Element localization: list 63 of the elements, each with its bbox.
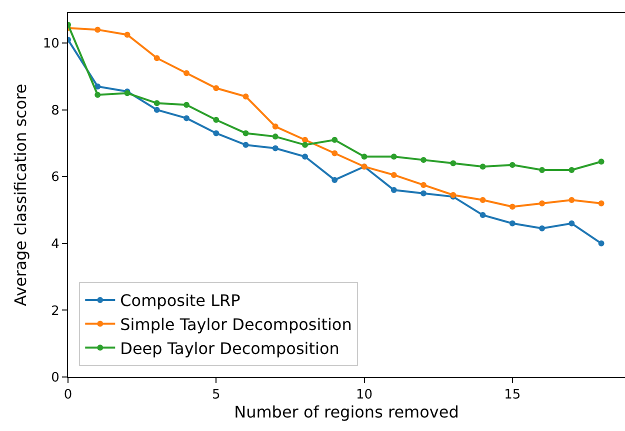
legend-label: Composite LRP — [120, 291, 241, 310]
point — [272, 145, 278, 152]
point — [390, 154, 397, 160]
point — [184, 115, 190, 122]
point — [302, 142, 308, 148]
point — [539, 200, 546, 206]
point — [272, 134, 278, 140]
point — [568, 197, 575, 204]
point — [509, 162, 516, 168]
y-tick-label: 4 — [51, 236, 60, 252]
point — [390, 186, 397, 193]
point — [184, 102, 190, 108]
point — [124, 32, 130, 38]
point — [598, 158, 604, 165]
y-tick-label: 6 — [51, 170, 60, 186]
point — [154, 55, 160, 62]
point — [242, 130, 249, 136]
point — [154, 106, 160, 113]
point — [509, 220, 516, 226]
point — [480, 212, 486, 218]
point — [390, 172, 397, 178]
x-tick-label: 5 — [212, 388, 220, 403]
point — [184, 70, 190, 76]
x-tick-label: 10 — [356, 388, 373, 403]
point — [213, 85, 220, 92]
point — [332, 136, 338, 143]
point — [420, 182, 427, 188]
point — [332, 176, 338, 183]
point — [94, 92, 101, 98]
x-tick-label: 15 — [504, 388, 521, 403]
x-tick-label: 0 — [64, 388, 72, 403]
point — [213, 116, 220, 123]
point — [450, 160, 456, 166]
point — [539, 166, 546, 173]
point — [539, 225, 546, 232]
x-axis-title: Number of regions removed — [234, 402, 459, 422]
y-tick-label: 10 — [42, 36, 60, 52]
point — [509, 204, 516, 210]
point — [332, 150, 338, 156]
point — [361, 154, 368, 160]
legend-label: Deep Taylor Decomposition — [120, 338, 340, 358]
y-tick-label: 2 — [51, 304, 60, 319]
point — [242, 93, 249, 100]
point — [420, 156, 427, 163]
point — [598, 200, 604, 206]
point — [272, 124, 278, 130]
point — [213, 130, 220, 136]
point — [568, 166, 575, 173]
legend-label: Simple Taylor Decomposition — [120, 315, 352, 334]
point — [480, 197, 486, 204]
y-axis-title: Average classification score — [11, 84, 30, 306]
point — [94, 83, 101, 90]
point — [302, 136, 308, 143]
point — [598, 240, 604, 246]
point — [242, 142, 249, 148]
point — [302, 154, 308, 160]
point — [420, 190, 427, 196]
point — [568, 220, 575, 226]
point — [154, 100, 160, 106]
point — [480, 164, 486, 170]
y-tick-label: 8 — [51, 103, 60, 118]
y-tick-label: 0 — [51, 370, 60, 386]
point — [94, 26, 101, 33]
